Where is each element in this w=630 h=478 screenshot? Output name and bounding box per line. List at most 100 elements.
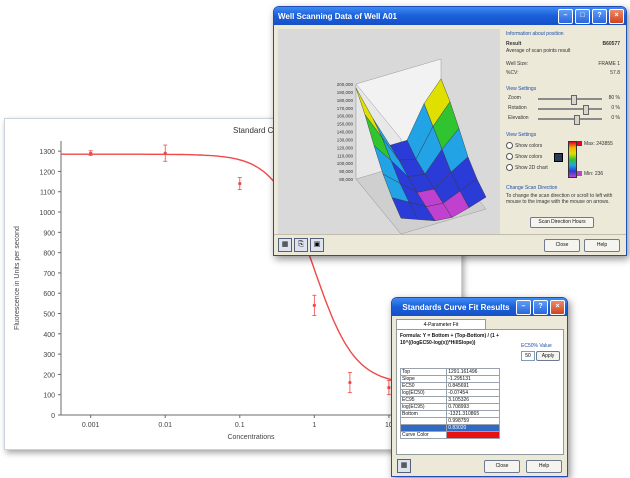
result-note: Average of scan points result	[506, 48, 571, 54]
param-name: EC95	[399, 396, 448, 404]
color-picker-icon[interactable]	[554, 153, 563, 162]
legend-min: Min: 236	[584, 171, 604, 177]
copy-icon[interactable]: ⎘	[294, 238, 308, 252]
close-button[interactable]: Close	[484, 460, 520, 473]
close-icon[interactable]: ×	[550, 299, 565, 315]
param-name: Top	[399, 368, 448, 376]
y-tick-label: 200	[43, 372, 55, 379]
radio-show-colors[interactable]: Show colors	[506, 142, 542, 149]
help-icon[interactable]: ?	[533, 299, 548, 315]
y-tick-label: 400	[43, 332, 55, 339]
table-row[interactable]: 0.83020	[399, 424, 500, 432]
data-point	[89, 151, 93, 155]
table-row[interactable]: 0.998759	[399, 417, 500, 425]
chart-icon[interactable]: ▦	[278, 238, 292, 252]
table-row[interactable]: Curve Color	[399, 431, 500, 439]
view-settings-header: View Settings	[506, 86, 537, 92]
table-row[interactable]: Bottom -1321.310865	[399, 410, 500, 418]
table-row[interactable]: EC50 0.845691	[399, 382, 500, 390]
param-value: 1291.161496	[446, 368, 500, 376]
surface-plot-area[interactable]: 200,000 190,000 180,000 170,000 160,000 150,0…	[278, 29, 500, 235]
zoom-label: Zoom	[508, 95, 521, 101]
z-tick-label: 150,000	[337, 122, 354, 127]
well-window-title: Well Scanning Data of Well A01	[278, 11, 397, 21]
info-row-value: FRAME 1	[598, 61, 620, 67]
rotation-value: 0 %	[611, 105, 620, 111]
chart-title: Standard Curve	[233, 126, 290, 135]
elevation-slider[interactable]	[538, 115, 602, 125]
table-row[interactable]: Top 1291.161496	[399, 368, 500, 376]
table-row[interactable]: EC95 3.105326	[399, 396, 500, 404]
param-value: 0.83020	[446, 424, 500, 432]
close-button[interactable]: Close	[544, 239, 580, 252]
parameter-table: Top 1291.161496 Slope -1.295131 EC50 0.845691…	[399, 368, 500, 439]
change-direction-header: Change Scan Direction	[506, 185, 558, 191]
info-row-value: 57.8	[610, 70, 620, 76]
result-label: Result	[506, 41, 522, 47]
y-tick-label: 1000	[39, 210, 55, 217]
radio-icon[interactable]	[506, 153, 513, 160]
z-tick-label: 120,000	[337, 145, 354, 150]
data-point	[387, 386, 391, 390]
elevation-value: 0 %	[611, 115, 620, 121]
slider-thumb[interactable]	[574, 115, 580, 125]
rotation-slider[interactable]	[538, 105, 602, 115]
close-icon[interactable]: ×	[609, 8, 624, 24]
x-tick-label: 0.1	[235, 422, 245, 429]
radio-icon[interactable]	[506, 142, 513, 149]
fit-curve	[61, 153, 441, 385]
zoom-slider[interactable]	[538, 95, 602, 105]
help-button[interactable]: Help	[526, 460, 562, 473]
color-scale-bar	[568, 141, 577, 178]
save-icon[interactable]: ▣	[310, 238, 324, 252]
radio-icon[interactable]	[506, 164, 513, 171]
param-name	[399, 417, 448, 425]
table-row[interactable]: log(EC95) 0.708993	[399, 403, 500, 411]
table-row[interactable]: log(EC50) -0.07454	[399, 389, 500, 397]
info-row-label: %CV:	[506, 70, 519, 76]
help-icon[interactable]: ?	[592, 8, 607, 24]
param-value: 0.845691	[446, 382, 500, 390]
surface-cell	[391, 197, 419, 220]
tab-4-parameter-fit[interactable]: 4-Parameter Fit	[396, 319, 486, 330]
z-tick-label: 160,000	[337, 114, 354, 119]
scan-direction-button[interactable]: Scan Direction Hours	[530, 217, 594, 228]
z-tick-label: 90,000	[339, 169, 353, 174]
z-tick-label: 200,000	[337, 82, 354, 87]
chart-icon[interactable]: ▦	[397, 459, 411, 473]
x-tick-label: 10	[385, 422, 393, 429]
ec50-input[interactable]: 50	[521, 351, 535, 361]
minimize-icon[interactable]: –	[516, 299, 531, 315]
fit-window-title: Standards Curve Fit Results	[402, 302, 510, 312]
fit-results-body: Formula: Y = Bottom + (Top-Bottom) / (1 …	[396, 329, 564, 455]
param-name	[399, 424, 448, 432]
minimize-icon[interactable]: –	[558, 8, 573, 24]
radio-show-2d[interactable]: Show 2D chart	[506, 164, 548, 171]
y-tick-label: 800	[43, 251, 55, 258]
radio-show-values[interactable]: Show colors	[506, 153, 542, 160]
y-tick-label: 0	[51, 413, 55, 420]
well-window-titlebar[interactable]: Well Scanning Data of Well A01 – □ ? ×	[274, 7, 626, 25]
maximize-icon[interactable]: □	[575, 8, 590, 24]
slider-thumb[interactable]	[571, 95, 577, 105]
apply-button[interactable]: Apply	[536, 351, 560, 361]
result-value: B60577	[602, 41, 620, 47]
param-name: log(EC95)	[399, 403, 448, 411]
z-tick-label: 100,000	[337, 161, 354, 166]
max-color-swatch[interactable]	[577, 141, 582, 146]
fit-results-window: Standards Curve Fit Results – ? × 4-Para…	[391, 297, 568, 477]
help-button[interactable]: Help	[584, 239, 620, 252]
z-tick-label: 80,000	[339, 177, 353, 182]
info-header: Information about position	[506, 31, 564, 37]
param-value: -1321.310865	[446, 410, 500, 418]
slider-thumb[interactable]	[583, 105, 589, 115]
param-value: 3.105326	[446, 396, 500, 404]
z-tick-label: 130,000	[337, 137, 354, 142]
rotation-label: Rotation	[508, 105, 527, 111]
table-row[interactable]: Slope -1.295131	[399, 375, 500, 383]
min-color-swatch[interactable]	[577, 171, 582, 176]
y-tick-label: 1300	[39, 149, 55, 156]
param-name: Slope	[399, 375, 448, 383]
x-axis-label: Concentrations	[227, 434, 275, 441]
fit-window-titlebar[interactable]: Standards Curve Fit Results – ? ×	[392, 298, 567, 316]
